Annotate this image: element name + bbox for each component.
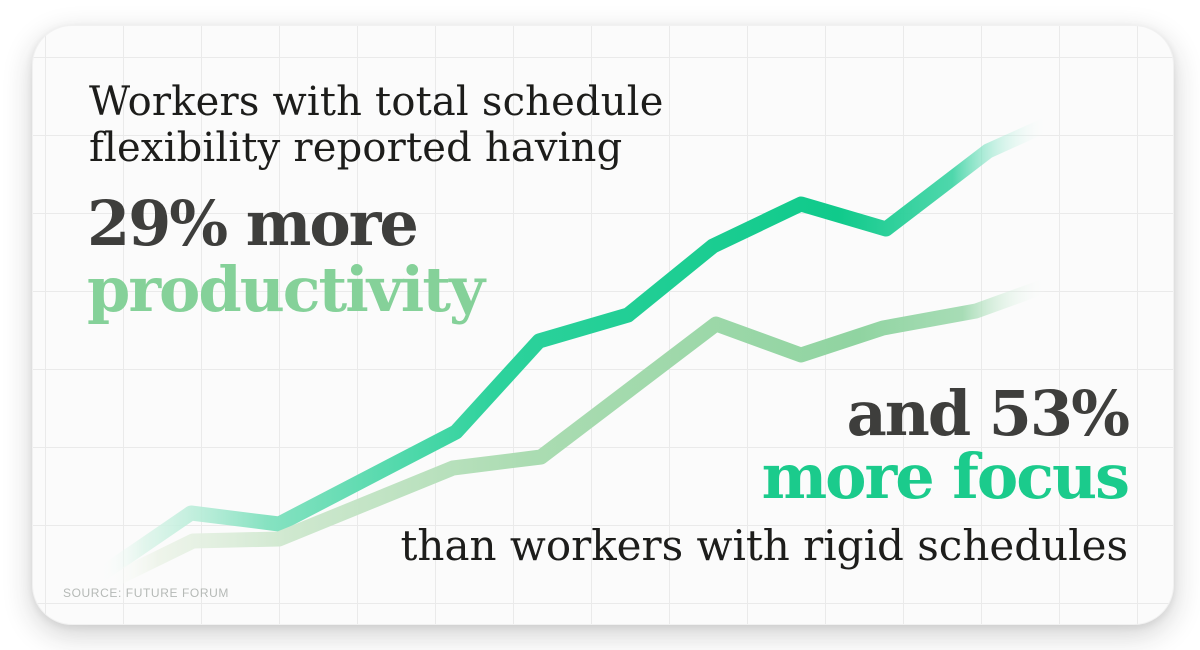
trend-lines-svg [88, 116, 1056, 594]
stat-focus-tail: than workers with rigid schedules [400, 521, 1128, 570]
source-label: SOURCE: FUTURE FORUM [63, 586, 229, 600]
stat-productivity-keyword: productivity [87, 253, 485, 326]
stat-focus-lead: and 53% [846, 377, 1130, 450]
headline: Workers with total schedule flexibility … [89, 79, 664, 171]
headline-line2: flexibility reported having [89, 125, 623, 171]
stat-focus-keyword: more focus [761, 440, 1130, 513]
pale-green-trend-line [93, 277, 1056, 594]
headline-line1: Workers with total schedule [89, 79, 664, 125]
stat-productivity-value: 29% more [87, 187, 419, 260]
bright-green-trend-line [88, 116, 1056, 586]
infographic-card: Workers with total schedule flexibility … [32, 25, 1174, 625]
